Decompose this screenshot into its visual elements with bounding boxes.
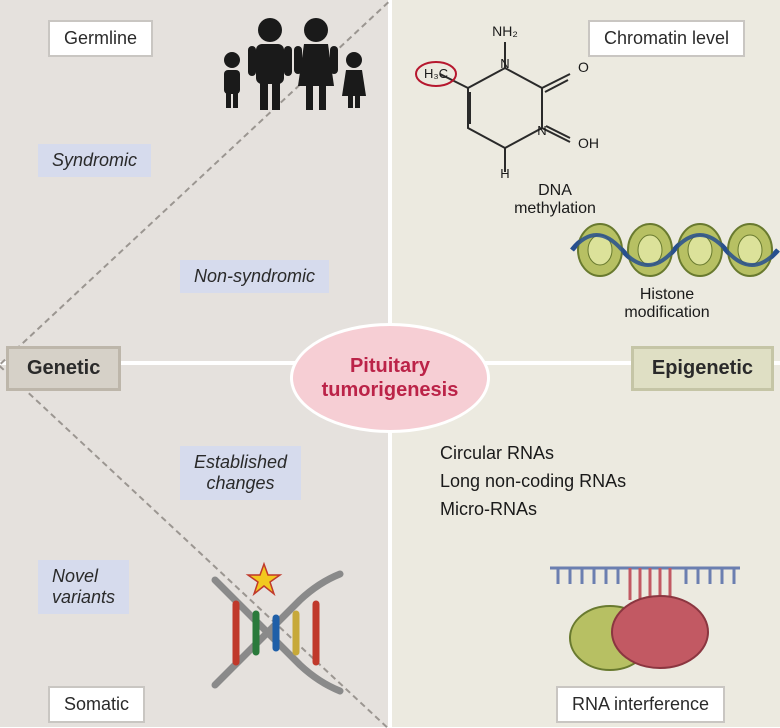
caption-histone: Histone modification xyxy=(602,286,732,322)
svg-text:O: O xyxy=(578,59,589,75)
caption-dna-methylation: DNA methylation xyxy=(500,182,610,218)
tag-syndromic: Syndromic xyxy=(38,144,151,177)
svg-text:NH₂: NH₂ xyxy=(492,23,518,39)
molecule-icon: NH₂ N N H OH O H₃C xyxy=(420,20,590,180)
svg-text:H₃C: H₃C xyxy=(424,66,448,81)
axis-epigenetic: Epigenetic xyxy=(631,346,774,391)
svg-text:N: N xyxy=(500,56,509,71)
label-somatic: Somatic xyxy=(48,686,145,723)
tag-nonsyndromic: Non-syndromic xyxy=(180,260,329,293)
center-title: Pituitarytumorigenesis xyxy=(290,323,490,433)
tag-established: Established changes xyxy=(180,446,301,500)
rna-list-item: Long non-coding RNAs xyxy=(440,468,626,496)
svg-text:N: N xyxy=(537,123,546,138)
label-germline: Germline xyxy=(48,20,153,57)
family-icon xyxy=(218,14,368,114)
axis-genetic: Genetic xyxy=(6,346,121,391)
label-rnai: RNA interference xyxy=(556,686,725,723)
dna-helix-icon xyxy=(200,570,350,700)
tag-novel: Novel variants xyxy=(38,560,129,614)
rna-list-item: Micro-RNAs xyxy=(440,496,626,524)
diagram-canvas: Germline Syndromic Non-syndromic Chromat… xyxy=(0,0,780,727)
rna-list-item: Circular RNAs xyxy=(440,440,626,468)
rna-list: Circular RNAs Long non-coding RNAs Micro… xyxy=(440,440,626,524)
svg-text:OH: OH xyxy=(578,135,599,151)
label-chromatin: Chromatin level xyxy=(588,20,745,57)
risc-icon xyxy=(540,548,750,678)
svg-text:H: H xyxy=(500,166,509,181)
nucleosome-icon xyxy=(570,214,780,286)
